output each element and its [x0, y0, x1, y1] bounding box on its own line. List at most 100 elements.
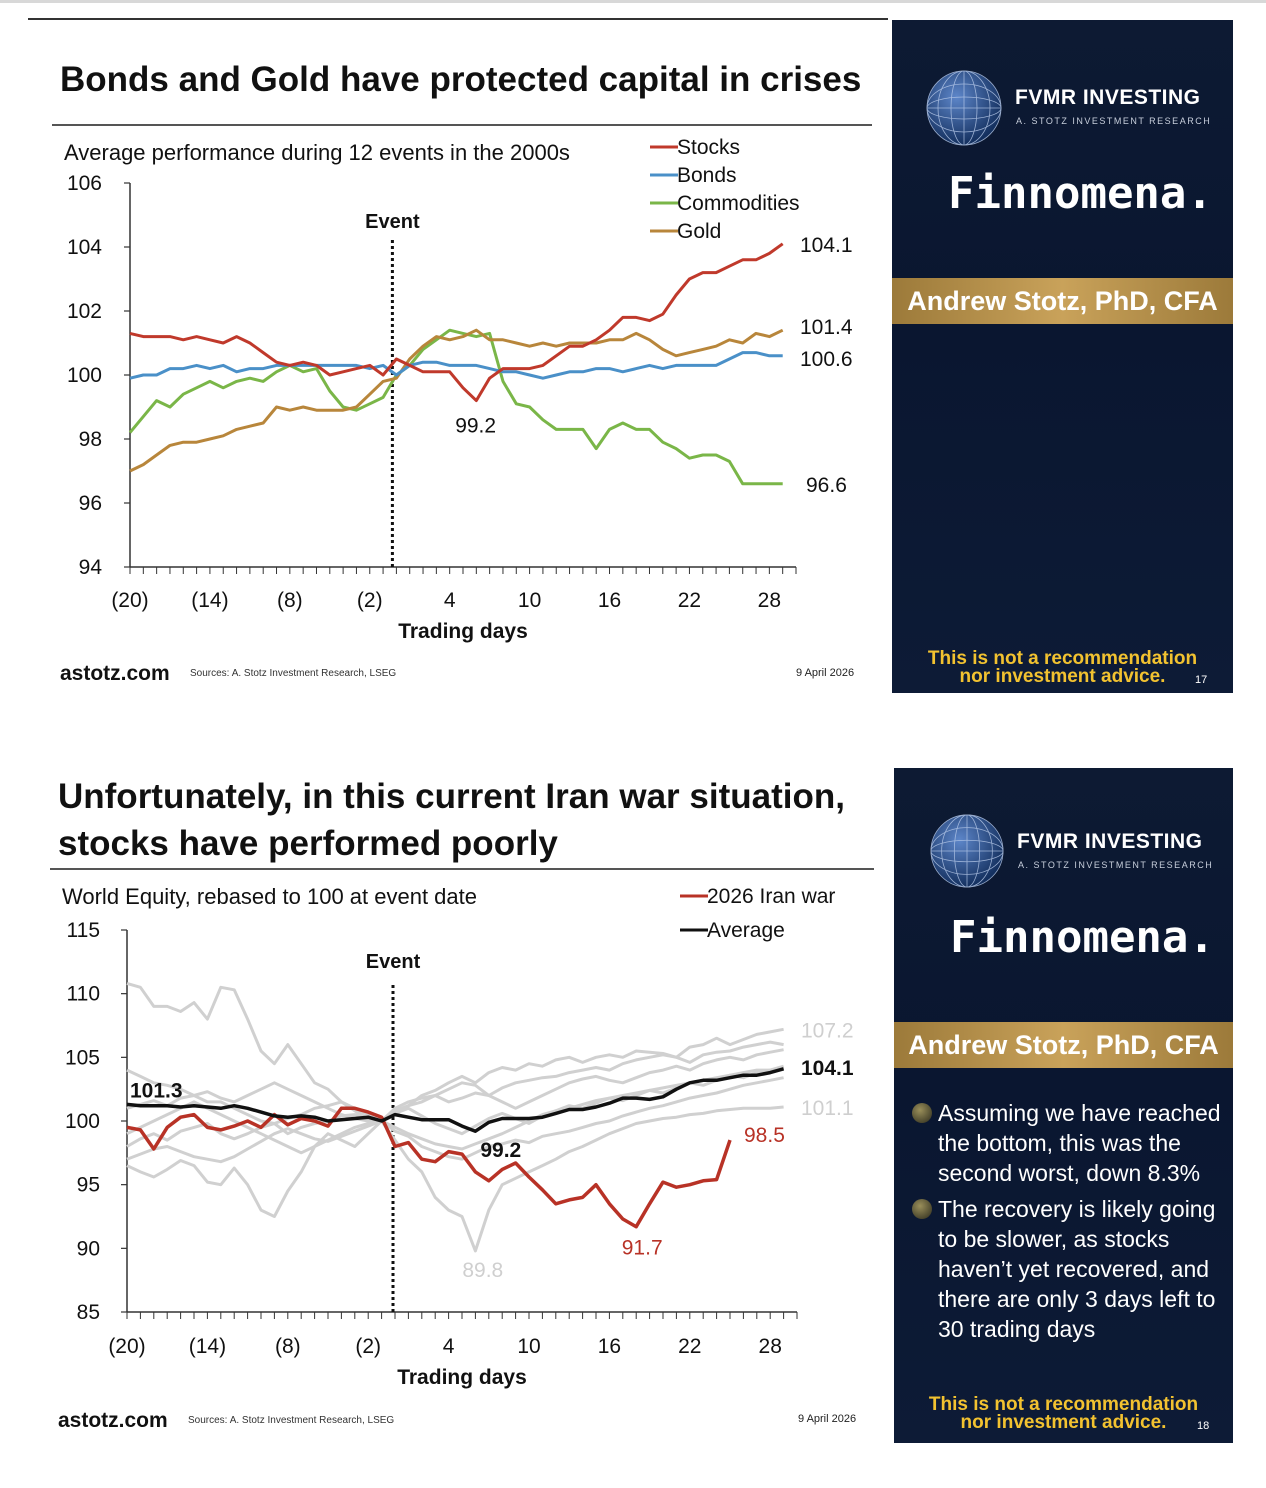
x-tick-label: 16 — [598, 1335, 621, 1358]
globe-icon — [926, 70, 1002, 146]
slide-17: Bonds and Gold have protected capital in… — [0, 0, 1266, 720]
disclaimer-line-1: This is not a recommendation — [927, 648, 1198, 669]
chart-bonds-gold: 94 96 98 100 102 104 106 (20) (14) (8) (2) 4 10 16 22 2… — [67, 136, 853, 643]
x-axis-title: Trading days — [398, 620, 528, 643]
background-series-line — [126, 1040, 784, 1136]
footer-date: 9 April 2026 — [796, 667, 855, 679]
series-line-average — [126, 1067, 785, 1133]
y-tick-label: 96 — [79, 492, 102, 515]
page-number: 17 — [1195, 674, 1208, 686]
data-label: 96.6 — [806, 474, 847, 497]
data-label: 101.4 — [800, 316, 853, 339]
globe-icon — [930, 814, 1004, 888]
chart-subtitle: World Equity, rebased to 100 at event da… — [62, 884, 478, 909]
x-tick-label: (2) — [357, 589, 383, 612]
data-label: 99.2 — [480, 1139, 521, 1162]
x-tick-label: (20) — [111, 589, 148, 612]
presenter-name: Andrew Stotz, PhD, CFA — [892, 278, 1233, 324]
data-label: 104.1 — [801, 1057, 854, 1080]
series-line-commodities — [128, 328, 783, 486]
y-tick-label: 104 — [67, 236, 102, 259]
brand-name: FVMR INVESTING — [1015, 86, 1201, 109]
background-series-line — [126, 1076, 784, 1161]
x-tick-label: (14) — [189, 1335, 226, 1358]
x-tick-label: 10 — [517, 1335, 540, 1358]
title-rule — [50, 868, 874, 870]
slide-18: Unfortunately, in this current Iran war … — [0, 745, 1266, 1465]
disclaimer: This is not a recommendation nor investm… — [894, 1394, 1233, 1432]
legend-label: Average — [707, 919, 785, 942]
data-label: 98.5 — [744, 1124, 785, 1147]
disclaimer: This is not a recommendation nor investm… — [892, 648, 1233, 686]
y-tick-label: 85 — [77, 1301, 100, 1324]
x-tick-label: (2) — [355, 1335, 381, 1358]
series-line-gold — [129, 328, 784, 473]
brand-subtitle: A. STOTZ INVESTMENT RESEARCH — [1016, 116, 1212, 126]
series-line-bonds — [129, 351, 783, 380]
slide-title: Unfortunately, in this current Iran war … — [58, 773, 845, 867]
x-tick-label: 4 — [444, 589, 456, 612]
y-tick-label: 102 — [67, 300, 102, 323]
legend-label: Stocks — [677, 136, 740, 159]
bullet-text: Assuming we have reached the bottom, thi… — [938, 1100, 1221, 1186]
background-series-line — [126, 1105, 784, 1253]
brand-subtitle: A. STOTZ INVESTMENT RESEARCH — [1018, 860, 1214, 870]
x-tick-label: 4 — [443, 1335, 455, 1358]
y-tick-label: 100 — [67, 364, 102, 387]
bullet-icon — [912, 1103, 932, 1123]
presenter-panel: FVMR INVESTING A. STOTZ INVESTMENT RESEA… — [892, 20, 1233, 693]
x-tick-label: (20) — [108, 1335, 145, 1358]
partner-logo: Finnomena. — [948, 168, 1213, 219]
background-series-line — [126, 1048, 784, 1123]
y-tick-label: 110 — [67, 983, 100, 1006]
event-label: Event — [365, 211, 420, 233]
y-tick-label: 100 — [65, 1110, 100, 1133]
title-rule — [52, 124, 872, 126]
data-label: 91.7 — [622, 1237, 663, 1260]
footer-site[interactable]: astotz.com — [60, 662, 170, 685]
slide-title: Bonds and Gold have protected capital in… — [60, 60, 862, 99]
bullet-icon — [912, 1199, 932, 1219]
y-tick-label: 90 — [77, 1237, 100, 1260]
chart-iran-war: 85 90 95 100 105 110 115 (20) (14) (8) (2) 4 10 16 22 2… — [65, 885, 854, 1389]
data-label: 100.6 — [800, 348, 853, 371]
legend-label: Gold — [677, 220, 721, 243]
y-tick-label: 105 — [65, 1046, 100, 1069]
presenter-name: Andrew Stotz, PhD, CFA — [894, 1022, 1233, 1068]
brand-name: FVMR INVESTING — [1017, 830, 1203, 853]
bullet-text: The recovery is likely going to be slowe… — [938, 1196, 1216, 1342]
disclaimer-line-1: This is not a recommendation — [928, 1394, 1199, 1415]
data-label: 104.1 — [800, 234, 853, 257]
series-line-stocks — [129, 242, 784, 403]
background-series-line — [126, 1066, 784, 1155]
x-tick-label: 22 — [678, 1335, 701, 1358]
x-tick-label: 22 — [678, 589, 701, 612]
x-tick-label: 28 — [759, 1335, 782, 1358]
x-tick-label: 16 — [598, 589, 621, 612]
data-label: 99.2 — [455, 415, 496, 438]
page-number: 18 — [1197, 1420, 1210, 1432]
x-tick-label: 28 — [758, 589, 781, 612]
event-label: Event — [366, 951, 421, 973]
y-tick-label: 115 — [67, 919, 100, 942]
legend-label: Bonds — [677, 164, 737, 187]
data-label: 107.2 — [801, 1019, 854, 1042]
chart-subtitle: Average performance during 12 events in … — [64, 140, 570, 165]
footer-site[interactable]: astotz.com — [58, 1409, 168, 1432]
x-tick-label: 10 — [518, 589, 541, 612]
bullet-list: Assuming we have reached the bottom, thi… — [912, 1098, 1232, 1350]
series-line-2026-iran-war — [126, 1106, 732, 1229]
data-label: 101.3 — [130, 1079, 183, 1102]
bullet-item: Assuming we have reached the bottom, thi… — [912, 1098, 1232, 1188]
footer-sources: Sources: A. Stotz Investment Research, L… — [188, 1415, 395, 1426]
footer-sources: Sources: A. Stotz Investment Research, L… — [190, 668, 397, 679]
legend-label: 2026 Iran war — [707, 885, 835, 908]
y-tick-label: 98 — [79, 428, 102, 451]
data-label: 101.1 — [801, 1097, 854, 1120]
slide-top-border — [28, 18, 888, 20]
x-axis-title: Trading days — [397, 1366, 527, 1389]
y-tick-label: 94 — [79, 556, 103, 579]
x-tick-label: (8) — [275, 1335, 301, 1358]
data-label: 89.8 — [462, 1259, 503, 1282]
x-tick-label: (14) — [191, 589, 228, 612]
